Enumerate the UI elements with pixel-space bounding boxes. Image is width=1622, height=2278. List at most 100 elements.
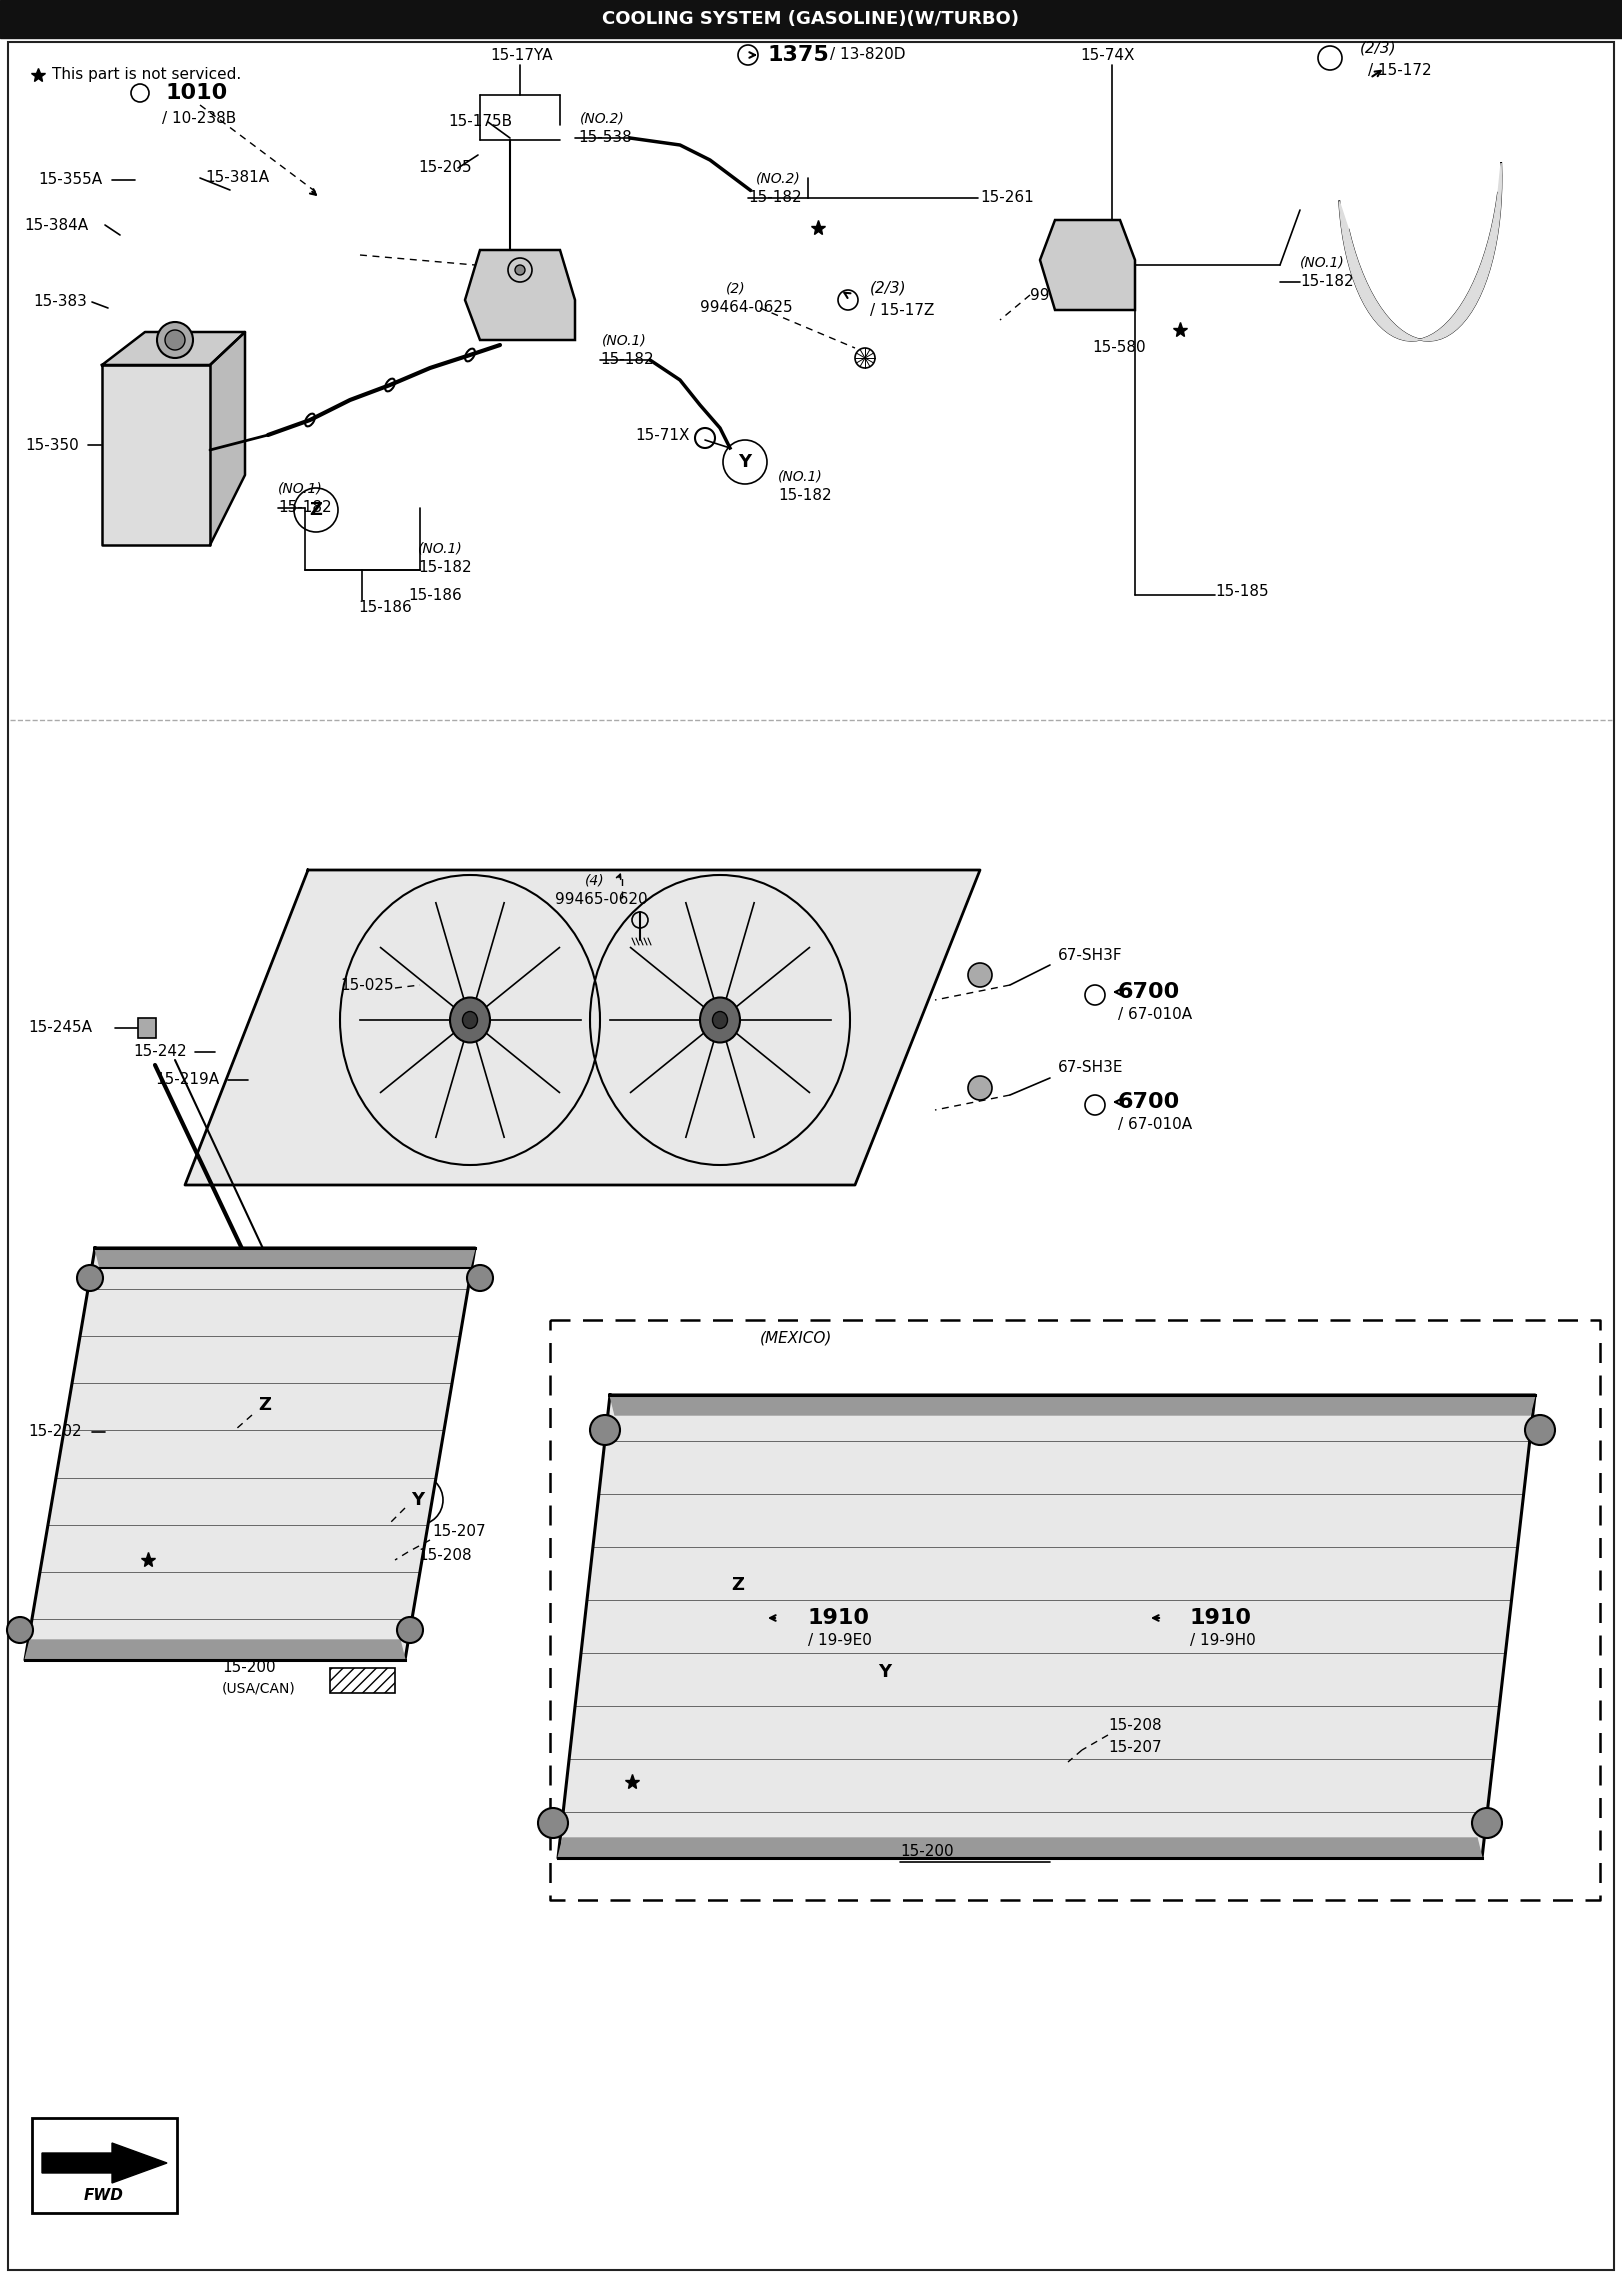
- Text: (2/3): (2/3): [1359, 41, 1397, 55]
- Text: 1010: 1010: [165, 82, 227, 103]
- Circle shape: [397, 1617, 423, 1642]
- Polygon shape: [185, 870, 980, 1185]
- Polygon shape: [102, 333, 245, 364]
- Text: 6700: 6700: [1118, 1091, 1181, 1112]
- Text: (2/3): (2/3): [869, 280, 907, 296]
- Text: / 19-9H0: / 19-9H0: [1191, 1633, 1255, 1647]
- Polygon shape: [24, 1640, 405, 1661]
- Text: 15-182: 15-182: [277, 501, 331, 515]
- Circle shape: [1525, 1415, 1555, 1444]
- Polygon shape: [466, 251, 576, 339]
- Text: Y: Y: [738, 453, 751, 472]
- Text: 15-200: 15-200: [900, 1845, 954, 1859]
- Text: 15-71X: 15-71X: [634, 428, 689, 444]
- Text: 15-245A: 15-245A: [28, 1021, 92, 1036]
- Polygon shape: [610, 1394, 1534, 1415]
- Circle shape: [968, 964, 993, 986]
- Text: 15-350: 15-350: [24, 437, 79, 453]
- Text: (NO.2): (NO.2): [581, 112, 624, 125]
- Polygon shape: [1040, 221, 1135, 310]
- Text: Y: Y: [879, 1663, 892, 1681]
- Polygon shape: [558, 1838, 1483, 1859]
- Circle shape: [590, 1415, 620, 1444]
- Circle shape: [76, 1264, 104, 1292]
- Text: 15-17YA: 15-17YA: [490, 48, 553, 62]
- Text: FWD: FWD: [84, 2189, 123, 2203]
- Text: 15-208: 15-208: [418, 1547, 472, 1563]
- Circle shape: [516, 264, 526, 276]
- Text: 15-182: 15-182: [1299, 276, 1354, 289]
- Text: 15-242: 15-242: [133, 1046, 187, 1059]
- Text: 15-207: 15-207: [431, 1524, 485, 1540]
- Text: 1375: 1375: [767, 46, 830, 66]
- Text: (NO.1): (NO.1): [602, 333, 647, 346]
- Text: Z: Z: [732, 1576, 744, 1595]
- Bar: [329, 1667, 396, 1693]
- Text: 15-205: 15-205: [418, 159, 472, 175]
- Text: Z: Z: [258, 1396, 271, 1415]
- Polygon shape: [209, 333, 245, 544]
- Circle shape: [157, 321, 193, 358]
- Text: 15-202: 15-202: [28, 1424, 81, 1440]
- Circle shape: [467, 1264, 493, 1292]
- Circle shape: [539, 1809, 568, 1838]
- Text: / 67-010A: / 67-010A: [1118, 1007, 1192, 1023]
- Text: COOLING SYSTEM (GASOLINE)(W/TURBO): COOLING SYSTEM (GASOLINE)(W/TURBO): [602, 9, 1020, 27]
- Text: (4): (4): [586, 872, 605, 886]
- Polygon shape: [96, 1248, 475, 1269]
- Text: 15-182: 15-182: [748, 191, 801, 205]
- Circle shape: [968, 1075, 993, 1100]
- Text: (NO.1): (NO.1): [418, 540, 462, 556]
- Text: 15-208: 15-208: [1108, 1718, 1161, 1734]
- Text: 15-383: 15-383: [32, 294, 88, 310]
- Polygon shape: [1340, 164, 1502, 342]
- Text: 15-381A: 15-381A: [204, 171, 269, 185]
- Ellipse shape: [462, 1011, 477, 1027]
- Text: 15-74X: 15-74X: [1080, 48, 1134, 62]
- Text: / 10-238B: / 10-238B: [162, 112, 237, 125]
- Text: Z: Z: [310, 501, 323, 519]
- Text: 99464-0616: 99464-0616: [1030, 289, 1122, 303]
- Polygon shape: [24, 1248, 475, 1661]
- Polygon shape: [102, 364, 209, 544]
- Polygon shape: [42, 2144, 167, 2182]
- Text: 15-580: 15-580: [1092, 339, 1145, 355]
- Text: 15-185: 15-185: [1215, 585, 1268, 599]
- Text: / 15-172: / 15-172: [1367, 62, 1432, 77]
- Text: (NO.1): (NO.1): [779, 469, 822, 483]
- Text: (NO.1): (NO.1): [1299, 255, 1345, 269]
- Text: 67-SH3E: 67-SH3E: [1058, 1062, 1124, 1075]
- Text: 15-186: 15-186: [358, 601, 412, 615]
- Ellipse shape: [449, 998, 490, 1043]
- Text: 67-SH3F: 67-SH3F: [1058, 948, 1122, 964]
- Text: 15-261: 15-261: [980, 191, 1033, 205]
- Text: Y: Y: [412, 1492, 425, 1508]
- Polygon shape: [558, 1394, 1534, 1859]
- Text: (NO.1): (NO.1): [277, 481, 323, 494]
- Text: (1): (1): [1056, 269, 1075, 282]
- Bar: [0, 0, 1622, 39]
- Bar: [32, 2119, 177, 2212]
- Text: 1910: 1910: [1191, 1608, 1252, 1629]
- Text: / 15-17Z: / 15-17Z: [869, 303, 934, 317]
- Text: 15-182: 15-182: [779, 487, 832, 503]
- Text: 15-355A: 15-355A: [37, 173, 102, 187]
- Text: / 19-9E0: / 19-9E0: [808, 1633, 873, 1647]
- Circle shape: [6, 1617, 32, 1642]
- Text: (USA/CAN): (USA/CAN): [222, 1681, 295, 1695]
- Ellipse shape: [712, 1011, 728, 1027]
- Text: 15-538: 15-538: [577, 130, 631, 146]
- Text: 15-384A: 15-384A: [24, 216, 88, 232]
- Text: 15-175B: 15-175B: [448, 114, 513, 130]
- Text: 15-219A: 15-219A: [156, 1073, 219, 1087]
- Circle shape: [1473, 1809, 1502, 1838]
- Text: 15-186: 15-186: [409, 588, 462, 601]
- Text: (2): (2): [727, 280, 746, 294]
- Text: / 13-820D: / 13-820D: [830, 48, 905, 62]
- Text: / 67-010A: / 67-010A: [1118, 1118, 1192, 1132]
- Text: 15-200: 15-200: [222, 1661, 276, 1677]
- Text: 15-182: 15-182: [418, 560, 472, 576]
- Text: (MEXICO): (MEXICO): [761, 1330, 832, 1346]
- Ellipse shape: [701, 998, 740, 1043]
- Text: 6700: 6700: [1118, 982, 1181, 1002]
